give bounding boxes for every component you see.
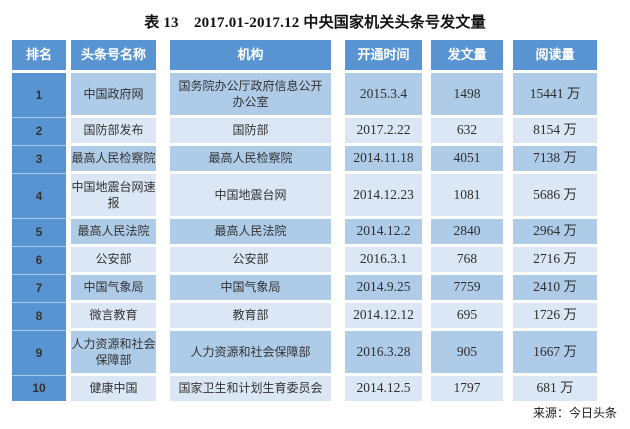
rank-cell: 7: [12, 275, 66, 303]
rank-cell: 2: [12, 118, 66, 146]
account-name-cell: 公安部: [71, 247, 156, 272]
account-name-cell: 最高人民法院: [71, 219, 156, 244]
account-name-cell: 中国气象局: [71, 275, 156, 300]
read-count-cell: 15441 万: [513, 73, 597, 115]
institution-cell: 最高人民法院: [170, 219, 331, 244]
institution-cell: 公安部: [170, 247, 331, 272]
post-count-cell: 1498: [431, 73, 503, 115]
account-name-cell: 健康中国: [71, 376, 156, 401]
table-row: 1 中国政府网 国务院办公厅政府信息公开办公室 2015.3.4 1498 15441 万: [12, 73, 599, 118]
launch-date-cell: 2014.12.5: [345, 376, 422, 401]
table-row: 10 健康中国 国家卫生和计划生育委员会 2014.12.5 1797 681 万: [12, 376, 599, 401]
rank-cell: 9: [12, 331, 66, 376]
table-row: 5 最高人民法院 最高人民法院 2014.12.2 2840 2964 万: [12, 219, 599, 247]
institution-cell: 教育部: [170, 303, 331, 328]
post-count-cell: 632: [431, 118, 503, 143]
launch-date-cell: 2014.12.23: [345, 174, 422, 216]
account-name-cell: 中国地震台网速报: [71, 174, 156, 216]
rank-cell: 6: [12, 247, 66, 275]
read-count-cell: 2716 万: [513, 247, 597, 272]
rank-cell: 1: [12, 73, 66, 118]
table-row: 3 最高人民检察院 最高人民检察院 2014.11.18 4051 7138 万: [12, 146, 599, 174]
account-name-cell: 国防部发布: [71, 118, 156, 143]
data-table: 排名 头条号名称 机构 开通时间 发文量 阅读量 1 中国政府网 国务院办公厅政府信…: [12, 40, 599, 401]
launch-date-cell: 2015.3.4: [345, 73, 422, 115]
launch-date-cell: 2014.9.25: [345, 275, 422, 300]
account-name-cell: 微言教育: [71, 303, 156, 328]
read-count-cell: 1726 万: [513, 303, 597, 328]
column-header-account: 头条号名称: [71, 40, 156, 70]
launch-date-cell: 2014.12.2: [345, 219, 422, 244]
post-count-cell: 4051: [431, 146, 503, 171]
launch-date-cell: 2014.12.12: [345, 303, 422, 328]
table-row: 4 中国地震台网速报 中国地震台网 2014.12.23 1081 5686 万: [12, 174, 599, 219]
launch-date-cell: 2016.3.28: [345, 331, 422, 373]
account-name-cell: 人力资源和社会保障部: [71, 331, 156, 373]
launch-date-cell: 2016.3.1: [345, 247, 422, 272]
column-header-institution: 机构: [170, 40, 331, 70]
table-row: 8 微言教育 教育部 2014.12.12 695 1726 万: [12, 303, 599, 331]
read-count-cell: 8154 万: [513, 118, 597, 143]
institution-cell: 中国地震台网: [170, 174, 331, 216]
account-name-cell: 最高人民检察院: [71, 146, 156, 171]
post-count-cell: 1797: [431, 376, 503, 401]
institution-cell: 人力资源和社会保障部: [170, 331, 331, 373]
post-count-cell: 2840: [431, 219, 503, 244]
institution-cell: 国防部: [170, 118, 331, 143]
table-body: 1 中国政府网 国务院办公厅政府信息公开办公室 2015.3.4 1498 15441 万…: [12, 73, 599, 401]
institution-cell: 国务院办公厅政府信息公开办公室: [170, 73, 331, 115]
institution-cell: 国家卫生和计划生育委员会: [170, 376, 331, 401]
table-header-row: 排名 头条号名称 机构 开通时间 发文量 阅读量: [12, 40, 599, 70]
rank-cell: 10: [12, 376, 66, 401]
institution-cell: 最高人民检察院: [170, 146, 331, 171]
rank-cell: 4: [12, 174, 66, 219]
post-count-cell: 905: [431, 331, 503, 373]
read-count-cell: 2964 万: [513, 219, 597, 244]
column-header-rank: 排名: [12, 40, 66, 70]
read-count-cell: 2410 万: [513, 275, 597, 300]
launch-date-cell: 2014.11.18: [345, 146, 422, 171]
table-row: 9 人力资源和社会保障部 人力资源和社会保障部 2016.3.28 905 1667 万: [12, 331, 599, 376]
account-name-cell: 中国政府网: [71, 73, 156, 115]
read-count-cell: 5686 万: [513, 174, 597, 216]
table-title: 表 13 2017.01-2017.12 中央国家机关头条号发文量: [144, 15, 486, 31]
read-count-cell: 681 万: [513, 376, 597, 401]
column-header-launch-date: 开通时间: [345, 40, 422, 70]
column-header-read-count: 阅读量: [513, 40, 597, 70]
institution-cell: 中国气象局: [170, 275, 331, 300]
rank-cell: 3: [12, 146, 66, 174]
column-header-post-count: 发文量: [431, 40, 503, 70]
table-row: 7 中国气象局 中国气象局 2014.9.25 7759 2410 万: [12, 275, 599, 303]
rank-cell: 8: [12, 303, 66, 331]
source-note: 来源：今日头条: [532, 406, 617, 420]
post-count-cell: 695: [431, 303, 503, 328]
post-count-cell: 7759: [431, 275, 503, 300]
post-count-cell: 768: [431, 247, 503, 272]
table-row: 6 公安部 公安部 2016.3.1 768 2716 万: [12, 247, 599, 275]
read-count-cell: 1667 万: [513, 331, 597, 373]
read-count-cell: 7138 万: [513, 146, 597, 171]
launch-date-cell: 2017.2.22: [345, 118, 422, 143]
table-row: 2 国防部发布 国防部 2017.2.22 632 8154 万: [12, 118, 599, 146]
post-count-cell: 1081: [431, 174, 503, 216]
rank-cell: 5: [12, 219, 66, 247]
